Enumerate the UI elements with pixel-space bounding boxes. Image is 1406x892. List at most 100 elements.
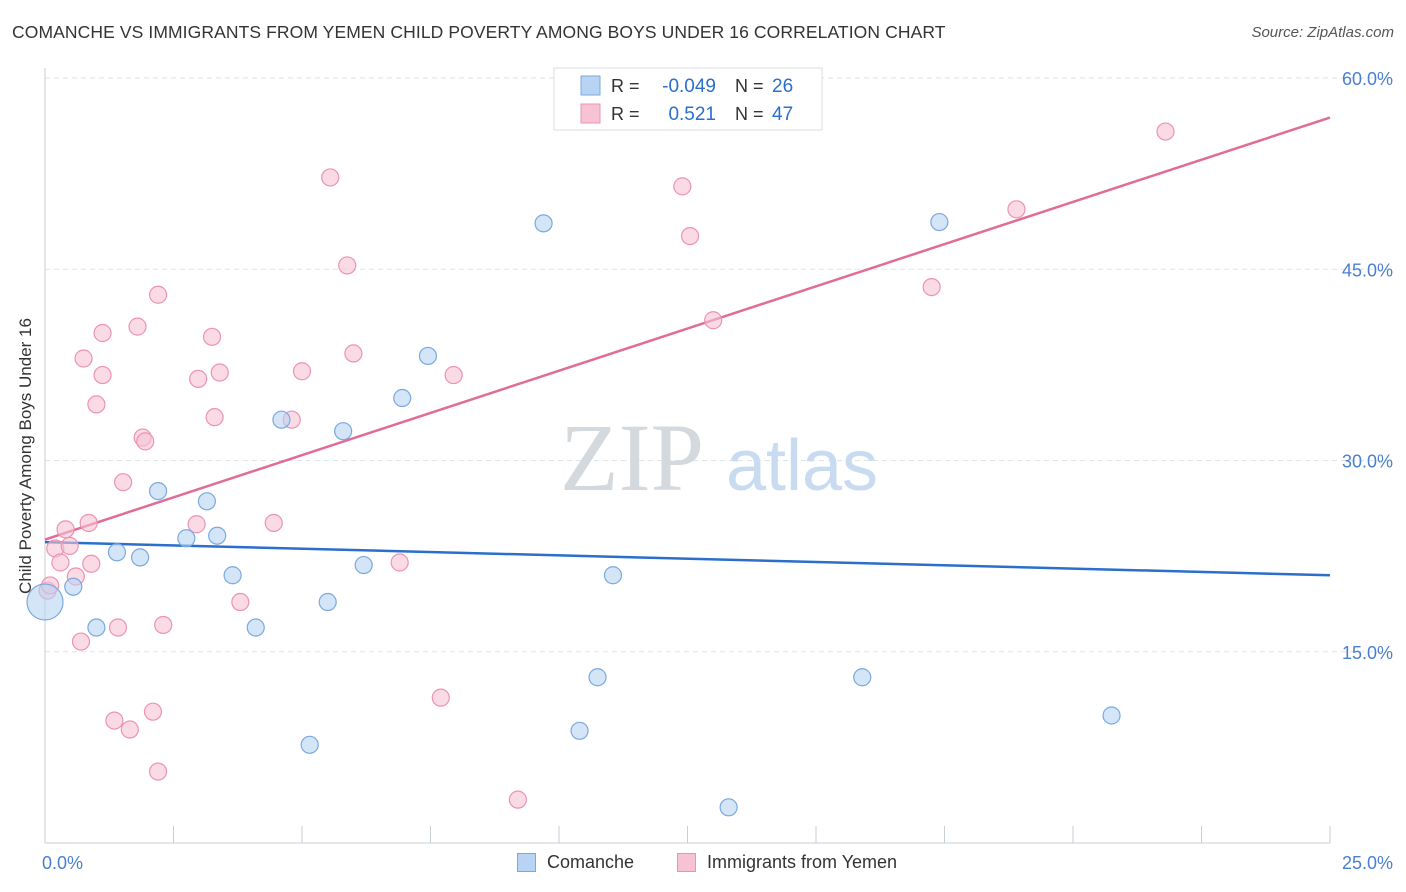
yemen-point bbox=[136, 432, 155, 451]
comanche-point bbox=[148, 482, 168, 501]
yemen-point bbox=[444, 365, 463, 385]
stats-n-label-yemen: N = bbox=[735, 104, 764, 124]
comanche-point bbox=[588, 668, 607, 687]
comanche-point bbox=[107, 543, 127, 562]
data-points bbox=[26, 122, 1175, 817]
yemen-point bbox=[51, 553, 70, 572]
comanche-point bbox=[208, 526, 227, 545]
yemen-point bbox=[148, 762, 168, 781]
trend-lines bbox=[44, 116, 1331, 577]
stats-legend-swatch-comanche bbox=[580, 75, 601, 96]
yemen-point bbox=[210, 363, 229, 382]
yemen-point bbox=[71, 632, 91, 651]
yemen-point bbox=[114, 473, 133, 492]
yemen-point bbox=[74, 349, 93, 368]
yemen-point bbox=[1007, 200, 1026, 219]
y-tick-label: 45.0% bbox=[1342, 260, 1393, 280]
stats-n-value-comanche: 26 bbox=[772, 76, 793, 97]
yemen-point bbox=[321, 168, 340, 187]
comanche-point bbox=[26, 583, 64, 621]
yemen-trend-line bbox=[44, 116, 1331, 541]
yemen-point bbox=[922, 278, 941, 297]
yemen-point bbox=[93, 365, 112, 385]
yemen-point bbox=[338, 256, 357, 275]
yemen-point bbox=[292, 362, 312, 381]
yemen-point bbox=[87, 395, 106, 414]
comanche-point bbox=[300, 735, 319, 754]
yemen-point bbox=[82, 554, 101, 573]
yemen-point bbox=[189, 369, 208, 388]
bottom-legend: Comanche Immigrants from Yemen bbox=[0, 852, 1406, 878]
x-tick-label-max: 25.0% bbox=[1342, 853, 1393, 873]
yemen-point bbox=[108, 618, 128, 637]
comanche-point bbox=[272, 410, 291, 429]
source-credit: Source: ZipAtlas.com bbox=[1251, 24, 1394, 41]
comanche-point bbox=[853, 668, 872, 687]
legend-item-yemen: Immigrants from Yemen bbox=[677, 852, 897, 873]
yemen-point bbox=[673, 177, 692, 196]
axes bbox=[44, 68, 1331, 844]
comanche-point bbox=[1102, 706, 1121, 725]
y-tick-label: 15.0% bbox=[1342, 643, 1393, 663]
comanche-point bbox=[318, 592, 337, 612]
comanche-point bbox=[534, 214, 553, 233]
yemen-point bbox=[431, 688, 450, 707]
yemen-point bbox=[60, 536, 79, 556]
legend-swatch-comanche bbox=[517, 853, 536, 872]
yemen-point bbox=[79, 513, 98, 533]
watermark-zip: ZIP bbox=[560, 404, 704, 511]
comanche-point bbox=[930, 212, 949, 232]
y-axis-label: Child Poverty Among Boys Under 16 bbox=[16, 318, 35, 594]
yemen-point bbox=[205, 408, 224, 427]
yemen-point bbox=[148, 285, 168, 304]
yemen-point bbox=[143, 702, 163, 721]
yemen-point bbox=[93, 323, 112, 343]
comanche-point bbox=[223, 566, 242, 585]
stats-legend: R = -0.049 N = 26 R = 0.521 N = 47 bbox=[553, 67, 823, 131]
yemen-point bbox=[128, 317, 147, 336]
comanche-point bbox=[246, 618, 265, 637]
legend-label-comanche: Comanche bbox=[547, 852, 635, 872]
yemen-point bbox=[120, 720, 139, 739]
y-tick-label: 30.0% bbox=[1342, 452, 1393, 472]
comanche-point bbox=[334, 422, 353, 441]
comanche-point bbox=[393, 388, 412, 408]
stats-n-label-comanche: N = bbox=[735, 76, 764, 96]
comanche-point bbox=[603, 566, 623, 585]
yemen-point bbox=[1156, 122, 1175, 141]
tick-labels: 15.0% 30.0% 45.0% 60.0% 0.0% 25.0% bbox=[42, 69, 1393, 873]
stats-r-label-comanche: R = bbox=[611, 76, 640, 96]
stats-legend-swatch-yemen bbox=[580, 103, 601, 124]
stats-r-value-yemen: 0.521 bbox=[668, 104, 716, 125]
watermark: ZIP atlas bbox=[560, 404, 878, 511]
comanche-point bbox=[197, 492, 217, 511]
legend-swatch-yemen bbox=[677, 853, 696, 872]
stats-n-value-yemen: 47 bbox=[772, 104, 793, 125]
yemen-point bbox=[704, 311, 723, 330]
yemen-point bbox=[231, 592, 250, 612]
stats-r-value-comanche: -0.049 bbox=[662, 76, 716, 97]
y-tick-label: 60.0% bbox=[1342, 69, 1393, 89]
yemen-point bbox=[202, 327, 222, 346]
watermark-atlas: atlas bbox=[726, 426, 878, 506]
comanche-point bbox=[130, 548, 150, 567]
chart-title: COMANCHE VS IMMIGRANTS FROM YEMEN CHILD … bbox=[12, 22, 946, 42]
comanche-point bbox=[87, 618, 106, 637]
comanche-point bbox=[177, 529, 196, 548]
comanche-point bbox=[570, 721, 589, 740]
yemen-point bbox=[390, 553, 409, 572]
yemen-point bbox=[264, 513, 283, 533]
x-tick-label-min: 0.0% bbox=[42, 853, 83, 873]
yemen-point bbox=[105, 711, 124, 730]
yemen-point bbox=[508, 790, 527, 809]
comanche-point bbox=[64, 577, 83, 596]
comanche-point bbox=[354, 555, 373, 575]
legend-label-yemen: Immigrants from Yemen bbox=[707, 852, 898, 872]
yemen-point bbox=[344, 344, 363, 363]
yemen-point bbox=[187, 515, 206, 534]
comanche-point bbox=[719, 798, 738, 817]
comanche-point bbox=[418, 346, 438, 366]
yemen-point bbox=[154, 615, 173, 635]
legend-item-comanche: Comanche bbox=[517, 852, 634, 873]
